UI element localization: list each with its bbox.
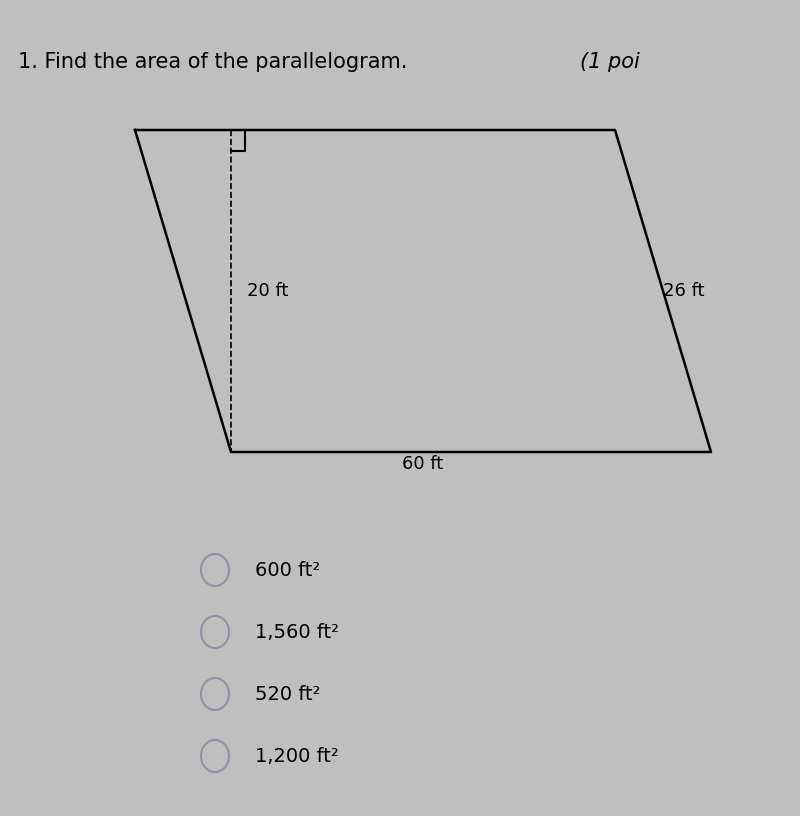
- Text: (1 poi: (1 poi: [580, 52, 640, 72]
- Text: 520 ft²: 520 ft²: [255, 685, 321, 703]
- Text: 600 ft²: 600 ft²: [255, 561, 320, 579]
- Text: 1,560 ft²: 1,560 ft²: [255, 623, 339, 641]
- Text: 1. Find the area of the parallelogram.: 1. Find the area of the parallelogram.: [18, 52, 407, 72]
- Text: 20 ft: 20 ft: [247, 282, 288, 300]
- Text: 26 ft: 26 ft: [663, 282, 705, 300]
- Text: 1,200 ft²: 1,200 ft²: [255, 747, 338, 765]
- Text: 60 ft: 60 ft: [402, 455, 444, 472]
